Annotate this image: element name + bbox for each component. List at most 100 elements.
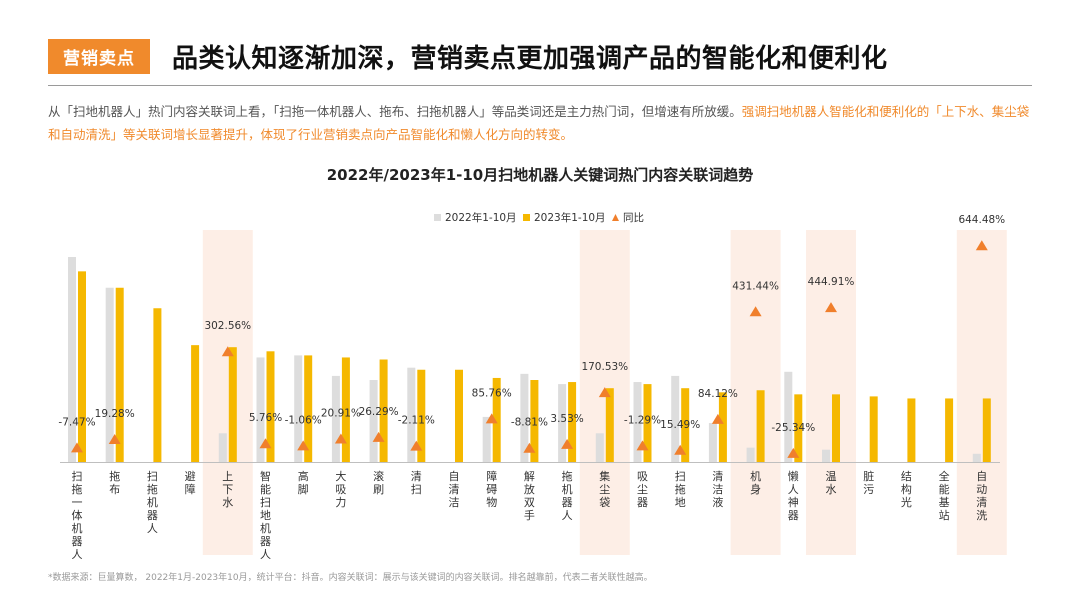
bar-2023 [492,377,501,462]
growth-label: 3.53% [550,413,583,425]
category-label: 扫拖一体机器人 [72,470,83,561]
keyword-trend-chart: 2022年1-10月 2023年1-10月 同比 -7.47%19.28% 302.56… [58,211,1007,561]
category-label: 上下水 [222,470,233,509]
description-text: 从「扫地机器人」热门内容关联词上看，「扫拖一体机器人、拖布、扫拖机器人」等品类词… [48,104,742,119]
bar-2022 [822,449,830,462]
growth-label: 5.76% [249,412,282,424]
growth-marker [297,440,310,451]
bar-2022 [218,433,227,462]
category-label: 自动清洗 [976,470,987,522]
category-label: 集尘袋 [599,469,610,509]
bar-2023 [417,369,426,462]
header-divider [48,85,1032,86]
growth-marker [523,442,536,453]
bar-2022 [746,447,755,462]
bar-2022 [784,371,793,462]
growth-label: -1.29% [624,414,661,426]
bar-2023 [945,398,954,462]
growth-label: -8.81% [511,417,548,429]
bar-2023 [191,345,200,462]
bar-2023 [341,357,350,462]
bar-2023 [982,398,991,462]
bar-2022 [294,355,303,462]
bar-2023 [869,396,878,462]
growth-marker [334,433,347,444]
legend-swatch [434,214,441,221]
growth-label: 85.76% [472,387,512,399]
bar-2023 [794,394,803,462]
legend-swatch [612,214,619,221]
bar-2022 [633,382,642,462]
growth-label: 15.49% [660,419,700,431]
category-label: 温水 [826,470,837,496]
category-label: 高脚 [298,469,309,496]
bar-2023 [379,359,388,462]
growth-marker [259,438,272,449]
bar-2023 [530,380,539,462]
bar-2023 [907,398,916,462]
growth-label: 444.91% [808,276,855,288]
chart-title: 2022年/2023年1-10月扫地机器人关键词热门内容关联词趋势 [326,166,754,184]
growth-marker [749,306,762,317]
bar-2023 [228,347,237,462]
growth-marker [108,434,121,445]
growth-label: 302.56% [204,320,251,332]
legend-label: 2022年1-10月 [445,211,517,224]
category-label: 障碍物 [486,469,497,509]
growth-marker [221,346,234,357]
category-label: 扫拖机器人 [147,470,158,535]
bar-2022 [482,416,491,462]
bar-2023 [115,287,124,462]
category-label: 扫拖地 [675,470,686,509]
description-paragraph: 从「扫地机器人」热门内容关联词上看，「扫拖一体机器人、拖布、扫拖机器人」等品类词… [48,100,1038,146]
category-label: 拖布 [109,469,120,496]
growth-marker [71,442,83,453]
highlight-band [730,230,781,555]
bar-2022 [407,367,416,462]
bar-2023 [78,271,86,462]
bar-2023 [643,384,652,462]
category-label: 懒人神器 [788,469,799,522]
bar-2022 [369,380,378,462]
growth-label: 170.53% [581,361,628,373]
category-label: 自清洁 [449,470,460,509]
growth-label: 84.12% [698,388,738,400]
category-label: 智能扫地机器人 [260,469,271,561]
legend-swatch [523,214,530,221]
section-tag: 营销卖点 [48,39,150,74]
bar-2022 [256,357,265,462]
growth-marker [787,447,800,458]
category-label: 机身 [750,469,761,496]
bar-2022 [105,287,114,462]
growth-marker [372,431,385,442]
bar-2023 [756,390,765,462]
growth-label: 644.48% [958,214,1005,226]
category-label: 全能基站 [939,469,950,522]
growth-marker [485,413,498,424]
bar-2022 [331,375,340,462]
category-label: 清洁液 [712,470,723,509]
bar-2022 [558,384,567,462]
legend-label: 同比 [623,211,644,224]
bar-2022 [708,423,717,462]
bar-2022 [520,373,529,462]
growth-marker [711,413,724,424]
data-source-note: *数据来源：巨量算数， 2022年1月-2023年10月，统计平台：抖音。内容关… [48,573,653,583]
growth-marker [561,438,574,449]
growth-label: 20.91% [321,408,361,420]
category-label: 大吸力 [335,469,346,509]
growth-label: 431.44% [732,280,779,292]
growth-marker [825,302,837,313]
highlight-band [202,230,253,555]
growth-label: -7.47% [58,416,95,428]
bar-2022 [595,433,604,462]
category-label: 吸尘器 [637,470,648,509]
growth-label: -1.06% [285,414,322,426]
growth-marker [636,440,649,451]
bar-2023 [718,392,727,462]
growth-label: 19.28% [95,408,135,420]
growth-label: -25.34% [771,422,815,434]
growth-label: -2.11% [398,415,435,427]
growth-marker [975,240,988,251]
bar-2022 [972,453,981,462]
